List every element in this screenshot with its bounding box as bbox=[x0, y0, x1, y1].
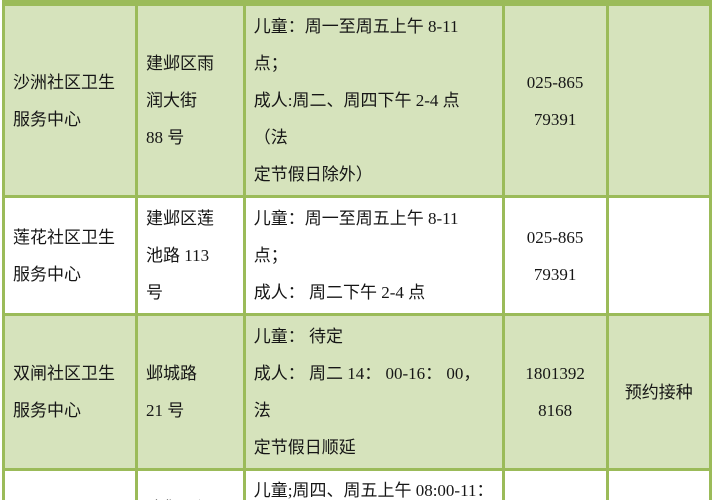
address-cell: 建邺区江 心洲街道 中棚 57 号 bbox=[134, 468, 246, 500]
table-row: 双闸社区卫生 服务中心 邺城路 21 号 儿童： 待定 成人： 周二 14： 0… bbox=[2, 313, 712, 471]
phone-cell: 1801392 8168 bbox=[501, 313, 609, 471]
center-name-cell: 莲花社区卫生 服务中心 bbox=[2, 195, 138, 316]
schedule-cell: 儿童：周一至周五上午 8-11 点； 成人:周二、周四下午 2-4 点（法 定节… bbox=[242, 1, 505, 198]
table-row: 莲花社区卫生 服务中心 建邺区莲 池路 113 号 儿童：周一至周五上午 8-1… bbox=[2, 195, 712, 316]
address-cell: 邺城路 21 号 bbox=[134, 313, 246, 471]
center-name-cell: 沙洲社区卫生 服务中心 bbox=[2, 1, 138, 198]
phone-cell: 025-863 32543 bbox=[501, 468, 609, 500]
note-cell bbox=[605, 1, 712, 198]
phone-cell: 025-865 79391 bbox=[501, 195, 609, 316]
table-row: 沙洲社区卫生 服务中心 建邺区雨 润大街 88 号 儿童：周一至周五上午 8-1… bbox=[2, 1, 712, 198]
note-cell bbox=[605, 195, 712, 316]
schedule-cell: 儿童：周一至周五上午 8-11 点； 成人： 周二下午 2-4 点 bbox=[242, 195, 505, 316]
note-cell: 预约接种 bbox=[605, 313, 712, 471]
schedule-cell: 儿童： 待定 成人： 周二 14： 00-16： 00，法 定节假日顺延 bbox=[242, 313, 505, 471]
schedule-cell: 儿童;周四、周五上午 08:00-11： 00 周六上午 08： 00-11： … bbox=[242, 468, 505, 500]
center-name-cell: 双闸社区卫生 服务中心 bbox=[2, 313, 138, 471]
address-cell: 建邺区雨 润大街 88 号 bbox=[134, 1, 246, 198]
phone-cell: 025-865 79391 bbox=[501, 1, 609, 198]
address-cell: 建邺区莲 池路 113 号 bbox=[134, 195, 246, 316]
note-cell bbox=[605, 468, 712, 500]
